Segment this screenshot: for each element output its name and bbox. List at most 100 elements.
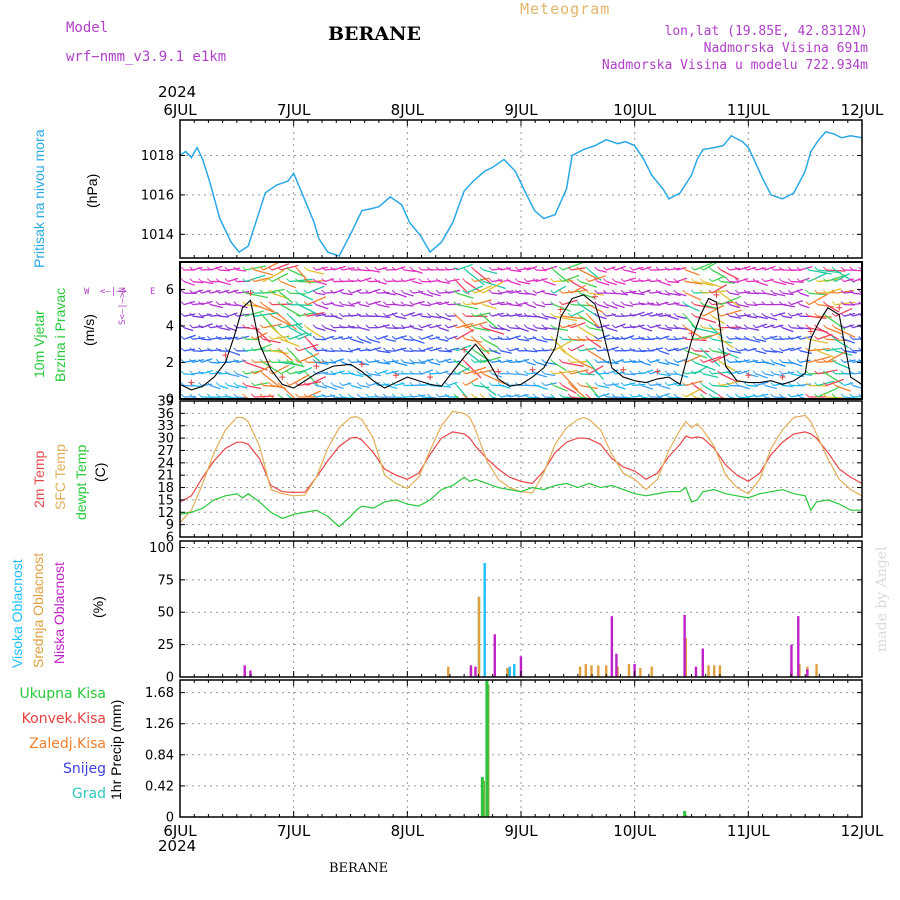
wind-arrow [747,280,759,283]
wind-arrow [535,338,548,343]
wind-arrow [219,337,232,340]
wind-arrow [597,324,610,329]
wind-arrow [711,352,731,363]
wind-arrow [412,300,425,306]
wind-arrow-head [471,278,475,282]
wind-arrow [562,315,586,320]
wind-arrow [315,327,326,332]
wind-arrow-head [823,347,827,352]
wind-arrow [799,327,812,330]
cloud-ytick-label: 100 [149,541,174,556]
wind-arrow-head [286,370,290,375]
wind-arrow-head [488,359,493,363]
wind-arrow-head [224,266,229,271]
wind-arrow [535,277,548,283]
wind-arrow [491,350,501,355]
wind-arrow-head [550,289,554,294]
wind-arrow-head [347,266,352,271]
wind-arrow [430,361,441,366]
wind-arrow [834,307,853,317]
wind-arrow-head [391,278,396,282]
wind-arrow-head [268,359,273,363]
wind-arrow [632,292,645,296]
wind-arrow-head [840,278,845,282]
wind-arrow-head [831,301,836,305]
wind-speed-line [180,294,862,391]
wind-arrow [315,371,329,375]
wind-arrow-head [682,266,686,271]
wind-arrow-head [682,393,686,398]
wind-arrow [782,315,793,319]
wind-arrow-head [506,382,510,386]
wind-arrow-head [427,266,431,271]
wind-arrow-head [339,289,343,294]
wind-arrow [791,393,804,398]
wind-arrow-head [576,347,581,352]
wind-arrow [368,288,381,294]
wind-arrow-head [189,335,194,340]
wind-arrow-head [374,324,378,329]
wind-arrow [482,338,499,348]
wind-arrow-head [444,301,449,305]
wind-arrow-head [383,301,387,305]
wind-arrow-head [717,289,722,294]
wind-arrow-head [673,324,678,329]
mid-cloud-bar [798,664,801,677]
wind-arrow [474,299,492,306]
wind-arrow-head [647,278,651,282]
wind-arrow [764,361,776,366]
total-rain-bar-edge [488,684,490,817]
wind-arrow-head [435,324,440,329]
wind-arrow [192,280,204,284]
wind-arrow-head [321,393,326,398]
wind-arrow-head [242,324,246,329]
wind-arrow-head [691,382,695,386]
wind-arrow [614,265,626,271]
wind-arrow-head [620,312,625,317]
wind-arrow-head [207,289,211,294]
wind-arrow-head [699,393,704,398]
wind-arrow-head [391,312,396,317]
wind-arrow-head [647,393,651,398]
wind-arrow [518,280,531,285]
time-label-top: 11JUL [727,101,770,119]
wind-arrow-head [752,289,757,294]
wind-ytick-label: 4 [166,319,174,334]
wind-arrow [298,332,313,340]
wind-arrow-head [374,266,378,271]
wind-arrow [280,292,293,304]
wind-arrow-head [427,312,431,317]
wind-arrow-head [770,393,774,398]
wind-ytick-label: 6 [166,283,174,298]
wind-arrow-head [523,312,528,317]
wind-arrow-head [849,324,854,329]
wind-arrow [685,387,703,398]
wind-arrow-head [576,301,581,305]
wind-arrow [412,338,425,344]
wind-arrow [430,315,442,319]
wind-arrow-head [717,359,722,363]
model-altitude: Nadmorska Visina u modelu 722.934m [601,58,868,73]
wind-arrow-head [189,324,194,329]
wind-arrow [201,289,211,294]
wind-arrow [465,366,487,375]
wind-arrow-head [840,370,845,375]
wind-arrow [535,304,546,308]
wind-arrow-head [453,266,458,271]
wind-arrow-head [814,266,818,271]
wind-arrow [456,328,475,340]
wind-arrow-head [603,312,607,317]
wind-arrow [483,304,497,310]
wind-arrow [192,359,205,363]
wind-arrow-head [735,278,739,282]
wind-arrow-head [655,266,660,271]
wind-arrow-head [814,347,818,352]
wind-arrow-head [761,370,766,375]
wind-arrow [685,350,708,359]
wind-arrow-head [321,324,326,329]
wind-arrow [527,361,536,366]
wind-arrow [650,324,662,329]
wind-arrow-head [312,312,317,317]
wind-arrow-head [726,301,730,305]
wind-arrow [395,315,407,320]
